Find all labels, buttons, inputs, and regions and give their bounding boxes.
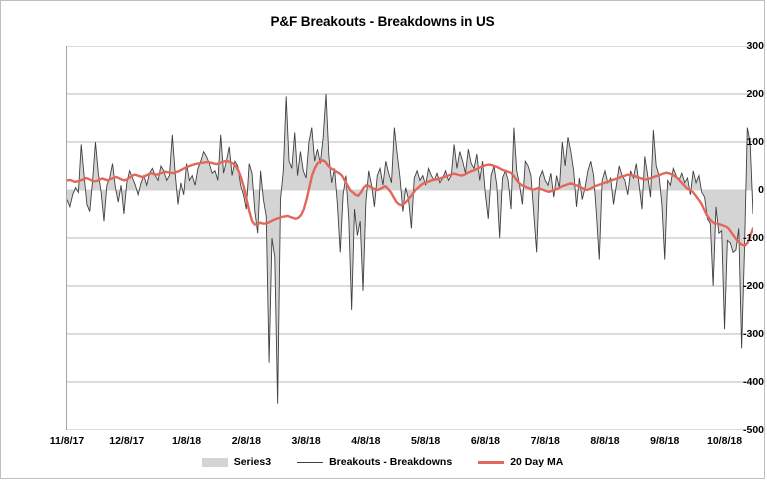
plot-svg [67,46,753,430]
x-axis-tick-label: 4/8/18 [351,435,381,447]
y-axis-tick-label: 100 [746,136,764,148]
x-axis-tick-label: 2/8/18 [231,435,261,447]
x-axis-tick-label: 12/8/17 [109,435,145,447]
legend-item-breakouts-breakdowns: Breakouts - Breakdowns [297,456,452,468]
series-breakouts-breakdowns-line [67,93,753,404]
x-axis-tick-label: 5/8/18 [411,435,441,447]
ma-line-swatch-icon [478,460,505,464]
legend-item-series3: Series3 [201,456,272,468]
chart-legend: Series3 Breakouts - Breakdowns 20 Day MA [1,456,764,468]
y-axis [1,46,61,430]
y-axis-tick-label: 0 [758,184,764,196]
legend-item-20-day-ma: 20 Day MA [478,456,563,468]
legend-label-20-day-ma: 20 Day MA [510,456,564,468]
gridlines [67,46,753,430]
x-axis-tick-label: 3/8/18 [291,435,321,447]
x-axis-tick-label: 11/8/17 [49,435,85,447]
y-axis-tick-label: -200 [742,280,764,292]
y-axis-tick-label: -400 [742,376,764,388]
series-area-fill [67,94,753,404]
x-axis-tick-label: 8/8/18 [590,435,620,447]
chart-title: P&F Breakouts - Breakdowns in US [270,14,495,29]
plot-area [67,46,753,430]
series-20-day-ma-line [67,159,753,247]
x-axis-tick-label: 7/8/18 [530,435,560,447]
y-axis-tick-label: 300 [746,40,764,52]
y-axis-line [66,46,67,430]
y-axis-tick-label: -500 [742,424,764,436]
legend-label-breakouts-breakdowns: Breakouts - Breakdowns [329,456,453,468]
x-axis-tick-label: 1/8/18 [171,435,202,447]
y-axis-tick-label: -300 [742,328,764,340]
y-axis-tick-label: 200 [746,88,764,100]
line-swatch-icon [297,461,324,463]
x-axis-tick-label: 6/8/18 [470,435,501,447]
area-swatch-icon [201,457,228,467]
legend-label-series3: Series3 [233,456,272,468]
x-axis-tick-label: 10/8/18 [707,435,743,447]
x-axis-tick-label: 9/8/18 [650,435,680,447]
y-axis-tick-label: -100 [742,232,764,244]
